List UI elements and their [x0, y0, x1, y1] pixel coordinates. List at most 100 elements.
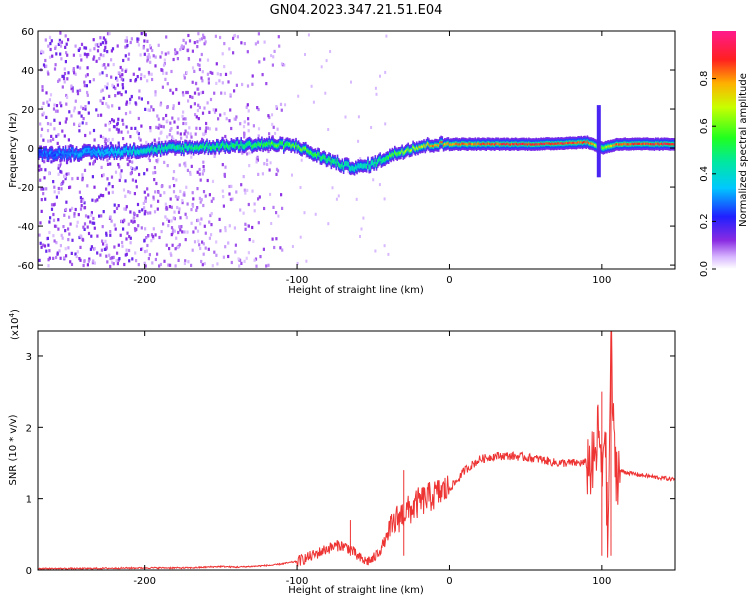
ridge-cell [344, 162, 346, 166]
noise-cell [55, 195, 58, 199]
noise-cell [48, 172, 51, 176]
ridge-cell [673, 143, 675, 146]
noise-cell [263, 57, 266, 61]
noise-cell [42, 187, 45, 191]
noise-cell [186, 230, 189, 234]
noise-cell [257, 134, 260, 138]
noise-cell [59, 244, 62, 248]
noise-cell [202, 252, 205, 256]
noise-cell [117, 163, 120, 167]
noise-cell [77, 48, 80, 52]
ridge-cell [216, 143, 218, 147]
noise-cell [213, 91, 216, 95]
ridge-cell [219, 145, 222, 148]
ridge-cell [348, 167, 351, 170]
noise-cell [113, 245, 116, 249]
noise-cell [196, 45, 199, 49]
noise-cell [64, 45, 67, 49]
ridge-cell [461, 142, 463, 145]
noise-cell [58, 38, 61, 42]
noise-cell [180, 46, 183, 50]
noise-cell [64, 207, 68, 212]
ridge-cell [211, 147, 213, 150]
ridge-cell [267, 143, 269, 146]
noise-cell [146, 79, 149, 83]
noise-cell [134, 126, 137, 130]
noise-cell [66, 77, 69, 81]
noise-cell [45, 91, 48, 95]
noise-cell [153, 210, 157, 214]
noise-cell [266, 162, 269, 166]
noise-cell [69, 260, 72, 264]
noise-cell [344, 115, 347, 119]
noise-cell [73, 212, 76, 216]
noise-cell [122, 227, 125, 231]
noise-cell [261, 73, 264, 77]
noise-cell [229, 197, 232, 202]
ridge-cell [169, 145, 172, 148]
ridge-burst [596, 105, 601, 178]
noise-cell [118, 91, 121, 95]
noise-cell [223, 42, 226, 46]
noise-cell [195, 115, 198, 119]
noise-cell [98, 195, 101, 199]
noise-cell [83, 259, 86, 263]
noise-cell [44, 168, 47, 172]
noise-cell [227, 241, 230, 245]
noise-cell [129, 172, 132, 176]
colorbar-tick-label: 0.4 [699, 166, 710, 182]
ridge-cell [470, 143, 473, 146]
noise-cell [230, 184, 233, 188]
ridge-cell [568, 141, 570, 144]
noise-cell [233, 226, 236, 230]
noise-cell [46, 122, 50, 126]
noise-cell [169, 251, 172, 255]
noise-cell [81, 121, 84, 125]
noise-cell [172, 216, 175, 220]
ridge-cell [245, 144, 247, 147]
ridge-cell [212, 145, 214, 148]
noise-cell [101, 41, 104, 45]
ridge-cell [603, 146, 606, 149]
noise-cell [383, 197, 386, 201]
noise-cell [112, 63, 115, 67]
noise-cell [49, 42, 52, 46]
noise-cell [198, 167, 201, 172]
noise-cell [59, 41, 62, 45]
ridge-cell [368, 166, 370, 169]
noise-cell [166, 119, 169, 123]
noise-cell [297, 94, 300, 98]
noise-cell [103, 48, 106, 53]
ridge-cell [551, 142, 553, 145]
noise-cell [143, 39, 146, 43]
ridge-cell [55, 153, 57, 156]
noise-cell [133, 220, 136, 224]
ridge-cell [665, 142, 668, 145]
noise-cell [103, 247, 106, 251]
noise-cell [172, 57, 175, 62]
ridge-cell [222, 142, 224, 145]
ridge-cell [545, 142, 547, 145]
noise-cell [206, 58, 210, 62]
noise-cell [202, 132, 205, 136]
noise-cell [253, 209, 256, 213]
noise-cell [76, 220, 79, 224]
noise-cell [53, 118, 56, 122]
ridge-cell [475, 143, 478, 146]
ridge-cell [430, 144, 433, 148]
ridge-cell [158, 146, 161, 149]
ridge-cell [109, 150, 112, 153]
ridge-cell [381, 159, 384, 162]
ridge-cell [42, 151, 45, 154]
noise-cell [103, 139, 107, 143]
noise-cell [147, 53, 150, 57]
ridge-cell [386, 156, 389, 159]
snr-scale-base: (x10 [10, 317, 21, 340]
noise-cell [179, 47, 182, 52]
noise-cell [194, 226, 197, 230]
ridge-cell [559, 142, 562, 145]
ridge-cell [311, 152, 313, 155]
ridge-cell [400, 151, 402, 154]
ridge-cell [567, 142, 569, 145]
ridge-cell [456, 142, 458, 145]
